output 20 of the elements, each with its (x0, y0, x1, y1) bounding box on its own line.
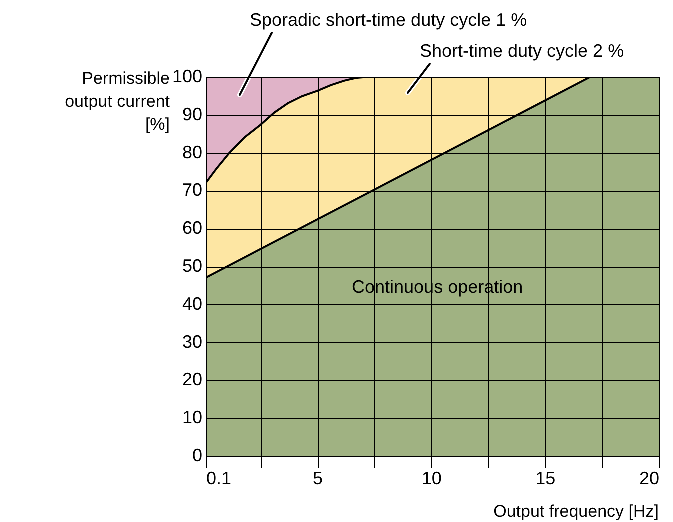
x-tick-label: 0.1 (206, 468, 232, 488)
series-label: Short-time duty cycle 2 % (420, 41, 624, 61)
y-tick-label: 100 (172, 66, 202, 86)
y-tick-label: 20 (182, 370, 202, 390)
y-tick-label: 0 (192, 446, 202, 466)
y-tick-label: 90 (182, 104, 202, 124)
y-tick-label: 50 (182, 256, 202, 276)
x-tick-label: 10 (422, 468, 442, 488)
y-tick-label: 60 (182, 218, 202, 238)
x-tick-label: 5 (313, 468, 324, 488)
y-tick-label: 80 (182, 142, 202, 162)
y-tick-label: 40 (182, 294, 202, 314)
x-axis-title: Output frequency [Hz] (494, 502, 659, 521)
x-tick-label: 15 (536, 468, 556, 488)
y-tick-label: 70 (182, 180, 202, 200)
text: Sporadic short-time duty cycle 1 % (250, 10, 528, 30)
y-axis-title: Permissible output current [%] (65, 69, 170, 134)
x-tick-label: 20 (639, 468, 660, 488)
y-tick-label: 30 (182, 332, 202, 352)
y-tick-label: 10 (182, 408, 202, 428)
